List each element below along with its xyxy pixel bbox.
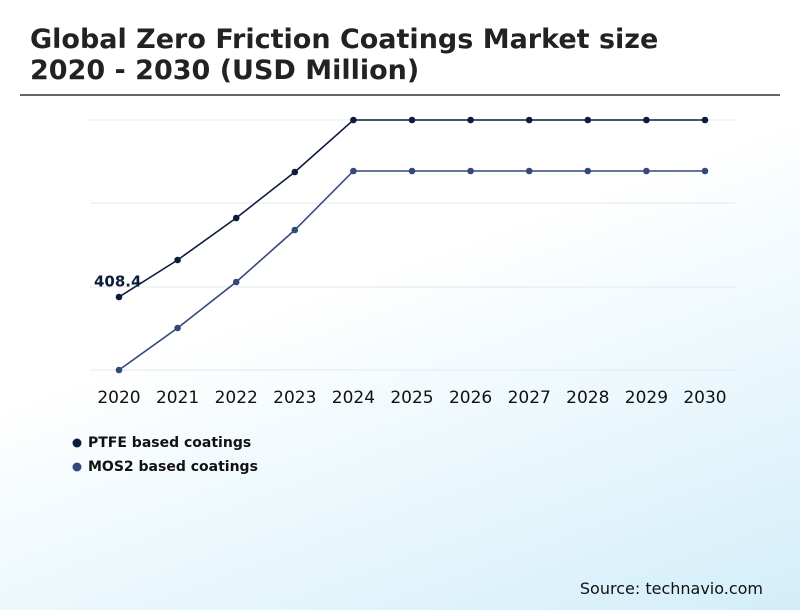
x-tick-label: 2025 — [390, 388, 433, 408]
x-tick-label: 2024 — [332, 388, 375, 408]
point — [174, 256, 181, 264]
point — [467, 116, 474, 124]
x-tick-label: 2026 — [449, 388, 492, 408]
point — [643, 116, 650, 124]
x-tick-label: 2023 — [273, 388, 316, 408]
legend-swatch — [72, 462, 82, 472]
point — [408, 167, 416, 175]
x-tick-label: 2028 — [566, 388, 609, 408]
point — [291, 226, 299, 234]
x-tick-label: 2029 — [625, 388, 668, 408]
chart-title: Global Zero Friction Coatings Market siz… — [30, 24, 659, 86]
x-tick-label: 2020 — [97, 388, 140, 408]
point — [174, 324, 181, 332]
point — [232, 214, 240, 222]
point — [115, 293, 123, 301]
point — [584, 167, 592, 175]
series-line — [118, 170, 705, 371]
legend-swatch — [72, 438, 82, 448]
legend-label: PTFE based coatings — [88, 435, 251, 451]
point — [643, 167, 650, 175]
x-tick-label: 2030 — [683, 388, 726, 408]
point — [232, 278, 240, 286]
point — [350, 167, 357, 175]
point — [525, 116, 533, 124]
point — [701, 167, 709, 175]
title-rule — [20, 94, 780, 96]
source: Source: technavio.com — [579, 579, 763, 598]
point — [467, 167, 474, 175]
x-tick-label: 2021 — [156, 388, 199, 408]
point — [525, 167, 533, 175]
point — [408, 116, 416, 124]
point — [350, 116, 357, 124]
data-label: 408.4 — [94, 272, 141, 290]
point — [584, 116, 592, 124]
point — [291, 168, 299, 176]
legend-label: MOS2 based coatings — [88, 459, 258, 475]
series-line — [118, 119, 705, 298]
point — [701, 116, 709, 124]
x-tick-label: 2027 — [508, 388, 551, 408]
point — [115, 366, 123, 374]
x-tick-label: 2022 — [215, 388, 258, 408]
